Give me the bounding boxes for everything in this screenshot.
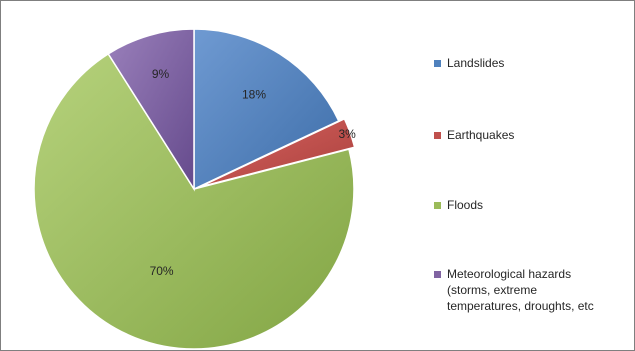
pie-slice-floods xyxy=(33,52,355,350)
legend-label-line-3: temperatures, droughts, etc xyxy=(447,299,594,313)
legend-label-line-2: (storms, extreme xyxy=(447,283,538,297)
data-label-landslides: 18% xyxy=(242,87,266,101)
legend-swatch-landslides xyxy=(434,60,441,67)
data-label-meteorological: 9% xyxy=(152,67,170,81)
legend: Landslides Earthquakes Floods Meteorolog… xyxy=(434,1,634,350)
data-label-earthquakes: 3% xyxy=(339,127,357,141)
legend-label-landslides: Landslides xyxy=(447,56,505,70)
legend-label-meteorological-hazards: Meteorological hazards (storms, extreme … xyxy=(447,266,594,314)
legend-item-floods: Floods xyxy=(434,197,483,213)
legend-item-meteorological-hazards: Meteorological hazards (storms, extreme … xyxy=(434,266,594,314)
data-label-floods: 70% xyxy=(150,264,174,278)
legend-swatch-earthquakes xyxy=(434,132,441,139)
pie-slice-landslides xyxy=(193,28,340,191)
pie-slice-earthquakes xyxy=(199,117,356,188)
legend-label-line-1: Meteorological hazards xyxy=(447,267,572,281)
legend-swatch-meteorological-hazards xyxy=(434,271,441,278)
legend-item-earthquakes: Earthquakes xyxy=(434,127,514,143)
legend-label-earthquakes: Earthquakes xyxy=(447,128,515,142)
legend-item-landslides: Landslides xyxy=(434,55,504,71)
pie-slice-meteorological xyxy=(107,28,195,192)
legend-swatch-floods xyxy=(434,202,441,209)
legend-label-floods: Floods xyxy=(447,198,484,212)
